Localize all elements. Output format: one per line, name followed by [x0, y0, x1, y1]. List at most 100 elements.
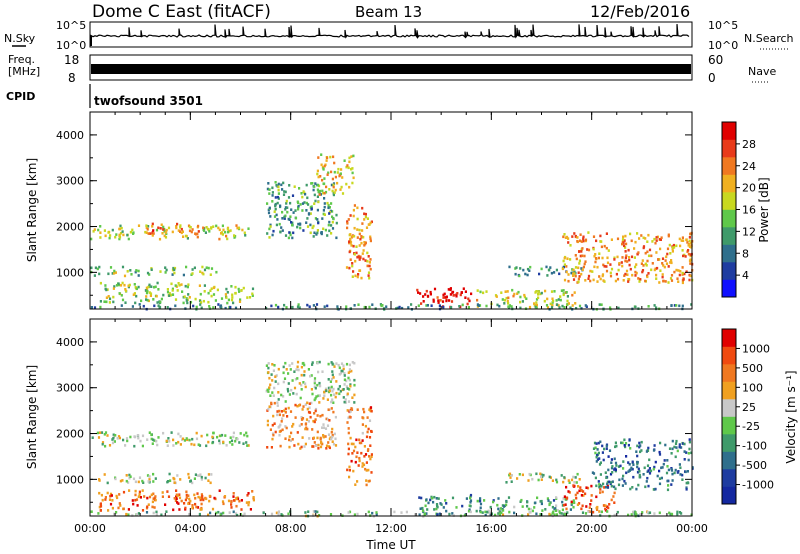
colorbar-swatch [722, 486, 736, 505]
colorbar-swatch [722, 244, 736, 263]
scatter-region-6 [418, 493, 473, 517]
nsearch-tick-low: 10^0 [708, 39, 738, 52]
y-tick-label: 1000 [56, 473, 84, 486]
power-cbar-label: Power [dB] [757, 177, 771, 242]
colorbar-swatch [722, 381, 736, 400]
colorbar-swatch [722, 192, 736, 210]
y-tick-label: 3000 [56, 175, 84, 188]
colorbar-tick-label: 4 [742, 269, 749, 282]
scatter-region-8 [505, 472, 581, 484]
nave-label: Nave [748, 65, 776, 78]
scatter-region-9 [563, 484, 616, 514]
colorbar-swatch [722, 157, 736, 175]
colorbar-tick-label: -25 [742, 420, 760, 433]
colorbar-swatch [722, 209, 736, 228]
freq-label: Freq. [8, 53, 35, 66]
x-tick-label: 00:00 [74, 522, 106, 535]
scatter-region-11 [90, 303, 693, 311]
colorbar-swatch [722, 346, 736, 365]
colorbar-tick-label: 100 [742, 381, 763, 394]
colorbar-tick-label: -100 [742, 440, 767, 453]
scatter-region-0 [90, 224, 250, 241]
colorbar-swatch [722, 139, 736, 158]
cpid-label: CPID [6, 90, 35, 103]
nsky-tick-high: 10^5 [56, 19, 86, 32]
colorbar-tick-label: 20 [742, 182, 756, 195]
scatter-region-2 [90, 265, 218, 278]
scatter-region-3 [99, 281, 255, 305]
freq-tick-high: 18 [64, 53, 79, 67]
scatter-region-6 [345, 204, 373, 280]
colorbar-tick-label: 25 [742, 401, 756, 414]
velocity-panel: 1000 2000 3000 4000 00:00 04:00 08:00 12:00 16:0… [25, 318, 798, 535]
power-ylabel: Slant Range [km] [25, 158, 39, 262]
scatter-region-0 [91, 431, 250, 448]
y-tick-label: 2000 [56, 221, 84, 234]
velocity-ylabel: Slant Range [km] [25, 365, 39, 469]
nsky-line [90, 24, 690, 39]
nsky-tick-low: 10^0 [56, 39, 86, 52]
station-title: Dome C East (fitACF) [92, 2, 271, 22]
colorbar-swatch [722, 262, 736, 280]
colorbar-tick-label: 28 [742, 138, 756, 151]
scatter-region-1 [145, 222, 200, 236]
scatter-region-10 [561, 231, 694, 285]
nsky-label: N.Sky [4, 32, 36, 45]
cpid-value: twofsound 3501 [94, 94, 203, 108]
colorbar-swatch [722, 434, 736, 452]
colorbar-swatch [722, 416, 736, 435]
y-tick-label: 1000 [56, 266, 84, 279]
scatter-region-4 [266, 181, 338, 240]
colorbar-tick-label: -1000 [742, 479, 774, 492]
scatter-region-2 [98, 489, 255, 512]
x-tick-label: 00:00 [676, 522, 708, 535]
colorbar-swatch [722, 364, 736, 382]
nave-tick-low: 0 [708, 71, 716, 85]
scatter-region-4 [266, 401, 338, 450]
scatter-region-9 [476, 288, 577, 310]
colorbar-swatch [722, 279, 736, 298]
nsky-trace [90, 24, 690, 46]
colorbar-swatch [722, 451, 736, 470]
scatter-region-7 [416, 287, 473, 309]
velocity-cbar-label: Velocity [m s⁻¹] [784, 370, 798, 463]
power-heatmap [90, 153, 694, 311]
y-tick-label: 4000 [56, 336, 84, 349]
x-axis-label: Time UT [365, 538, 416, 552]
velocity-heatmap [90, 360, 694, 518]
x-tick-label: 12:00 [375, 522, 407, 535]
colorbar-tick-label: 24 [742, 160, 756, 173]
colorbar-swatch [722, 122, 736, 140]
scatter-region-1 [98, 472, 213, 485]
freq-unit-label: [MHz] [8, 65, 40, 78]
scatter-region-3 [265, 360, 356, 404]
scatter-region-10 [591, 438, 694, 492]
scatter-region-5 [316, 153, 355, 196]
nsearch-label: N.Search [744, 32, 794, 45]
colorbar-swatch [722, 227, 736, 245]
nsearch-tick-high: 10^5 [708, 19, 738, 32]
beam-label: Beam 13 [355, 3, 422, 21]
colorbar-swatch [722, 399, 736, 417]
nsky-strip: N.Sky 10^5 10^0 10^5 10^0 N.Search [4, 19, 794, 52]
x-tick-label: 04:00 [174, 522, 206, 535]
cpid-strip: CPID twofsound 3501 [6, 84, 203, 108]
colorbar-swatch [722, 469, 736, 487]
date-label: 12/Feb/2016 [590, 2, 690, 21]
colorbar-tick-label: -500 [742, 459, 767, 472]
scatter-region-11 [90, 510, 693, 518]
colorbar-swatch [722, 329, 736, 347]
power-panel: 1000 2000 3000 4000 Slant Range [km] 4 8 12 16… [25, 111, 771, 311]
x-tick-label: 16:00 [475, 522, 507, 535]
y-tick-label: 2000 [56, 428, 84, 441]
freq-strip: Freq. [MHz] 18 8 60 0 Nave [8, 53, 776, 85]
colorbar-swatch [722, 174, 736, 193]
colorbar-tick-label: 500 [742, 362, 763, 375]
colorbar-tick-label: 16 [742, 204, 756, 217]
colorbar-tick-label: 1000 [742, 342, 770, 355]
freq-tick-low: 8 [68, 71, 76, 85]
freq-trace [91, 64, 691, 74]
y-tick-label: 3000 [56, 382, 84, 395]
colorbar-tick-label: 8 [742, 247, 749, 260]
